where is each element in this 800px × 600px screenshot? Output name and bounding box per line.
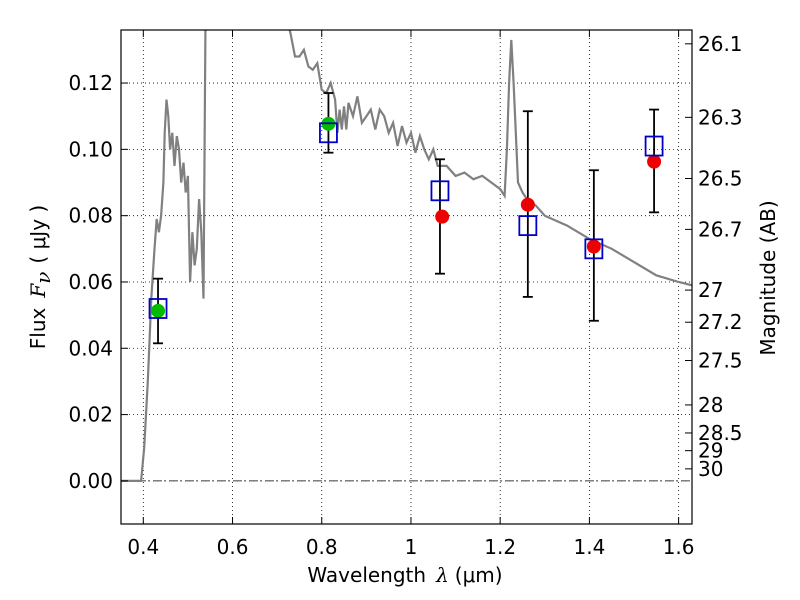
photometry-markers (148, 92, 664, 345)
red-model-point (586, 239, 601, 254)
y-tick-label: 0.00 (68, 469, 113, 493)
y-axis-title: Flux Fν ( μJy ) (26, 205, 55, 349)
right-tick-label: 26.3 (698, 105, 743, 129)
y-tick-label: 0.12 (68, 71, 113, 95)
green-model-point (151, 303, 166, 318)
right-tick-label: 29 (698, 439, 723, 463)
observed-flux-square (584, 238, 604, 260)
red-model-point (435, 209, 450, 224)
red-model-point (520, 197, 535, 212)
y-tick-label: 0.02 (68, 403, 113, 427)
x-axis-title-prefix: Wavelength (307, 563, 426, 587)
right-axis-title: Magnitude (AB) (756, 200, 780, 355)
right-tick-label: 27 (698, 278, 723, 302)
plot-frame (120, 29, 693, 525)
y-tick-label: 0.06 (68, 270, 113, 294)
y-tick-label: 0.04 (68, 336, 113, 360)
x-tick-label: 1.6 (663, 535, 695, 559)
right-tick-label: 26.5 (698, 167, 743, 191)
y-tick-label: 0.10 (68, 137, 113, 161)
model-sed-curve-group (121, 30, 692, 482)
x-tick-label: 0.8 (306, 535, 338, 559)
y-axis-title-symbol: F (26, 283, 50, 299)
right-tick-label: 28 (698, 393, 723, 417)
x-tick-label: 0.6 (217, 535, 249, 559)
x-tick-label: 1 (405, 535, 418, 559)
x-tick-label: 0.4 (127, 535, 159, 559)
x-tick-label: 1.2 (484, 535, 516, 559)
observed-flux-square (518, 215, 538, 237)
observed-flux-square (644, 135, 664, 157)
y-axis-title-subscript: ν (31, 272, 55, 284)
observed-flux-square (319, 122, 338, 144)
y-axis-title-unit: ( μJy ) (26, 205, 50, 264)
x-tick-label: 1.4 (573, 535, 605, 559)
observed-flux-square (148, 298, 168, 319)
right-tick-label: 26.7 (698, 217, 743, 241)
x-axis-title-symbol: λ (435, 563, 449, 587)
red-model-point (647, 154, 662, 169)
y-axis-title-prefix: Flux (26, 307, 50, 349)
plot-background (121, 30, 692, 524)
right-tick-label: 26.1 (698, 32, 743, 56)
observed-flux-square (430, 180, 450, 202)
right-tick-label: 27.5 (698, 349, 743, 373)
y-tick-label: 0.08 (68, 204, 113, 228)
right-tick-label: 27.2 (698, 310, 743, 334)
right-tick-label: 30 (698, 457, 723, 481)
axis-ticks: 0.4 0.6 0.8 1 1.2 1.4 1.6 0.00 0.02 0.04 0.06 0.08 0… (68, 30, 743, 559)
right-tick-label: 28.5 (698, 421, 743, 445)
x-axis-title: Wavelength λ (μm) (307, 563, 502, 587)
x-axis-title-unit: (μm) (455, 563, 503, 587)
model-sed-line (121, 30, 692, 482)
